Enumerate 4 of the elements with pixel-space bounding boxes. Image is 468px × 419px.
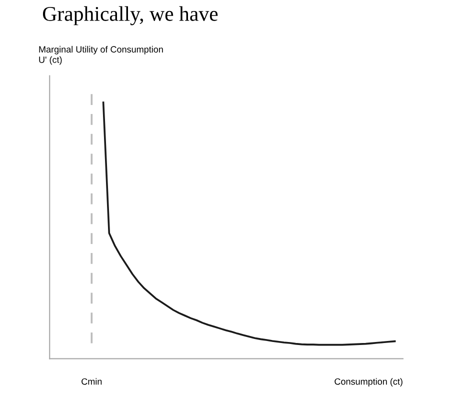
text: Graphically, we have (42, 6, 218, 26)
x-axis-title: Consumption (ct) (334, 378, 402, 387)
y-axis-title: Marginal Utility of Consumption U' (ct) (39, 46, 163, 65)
text: Cmin (82, 378, 102, 385)
